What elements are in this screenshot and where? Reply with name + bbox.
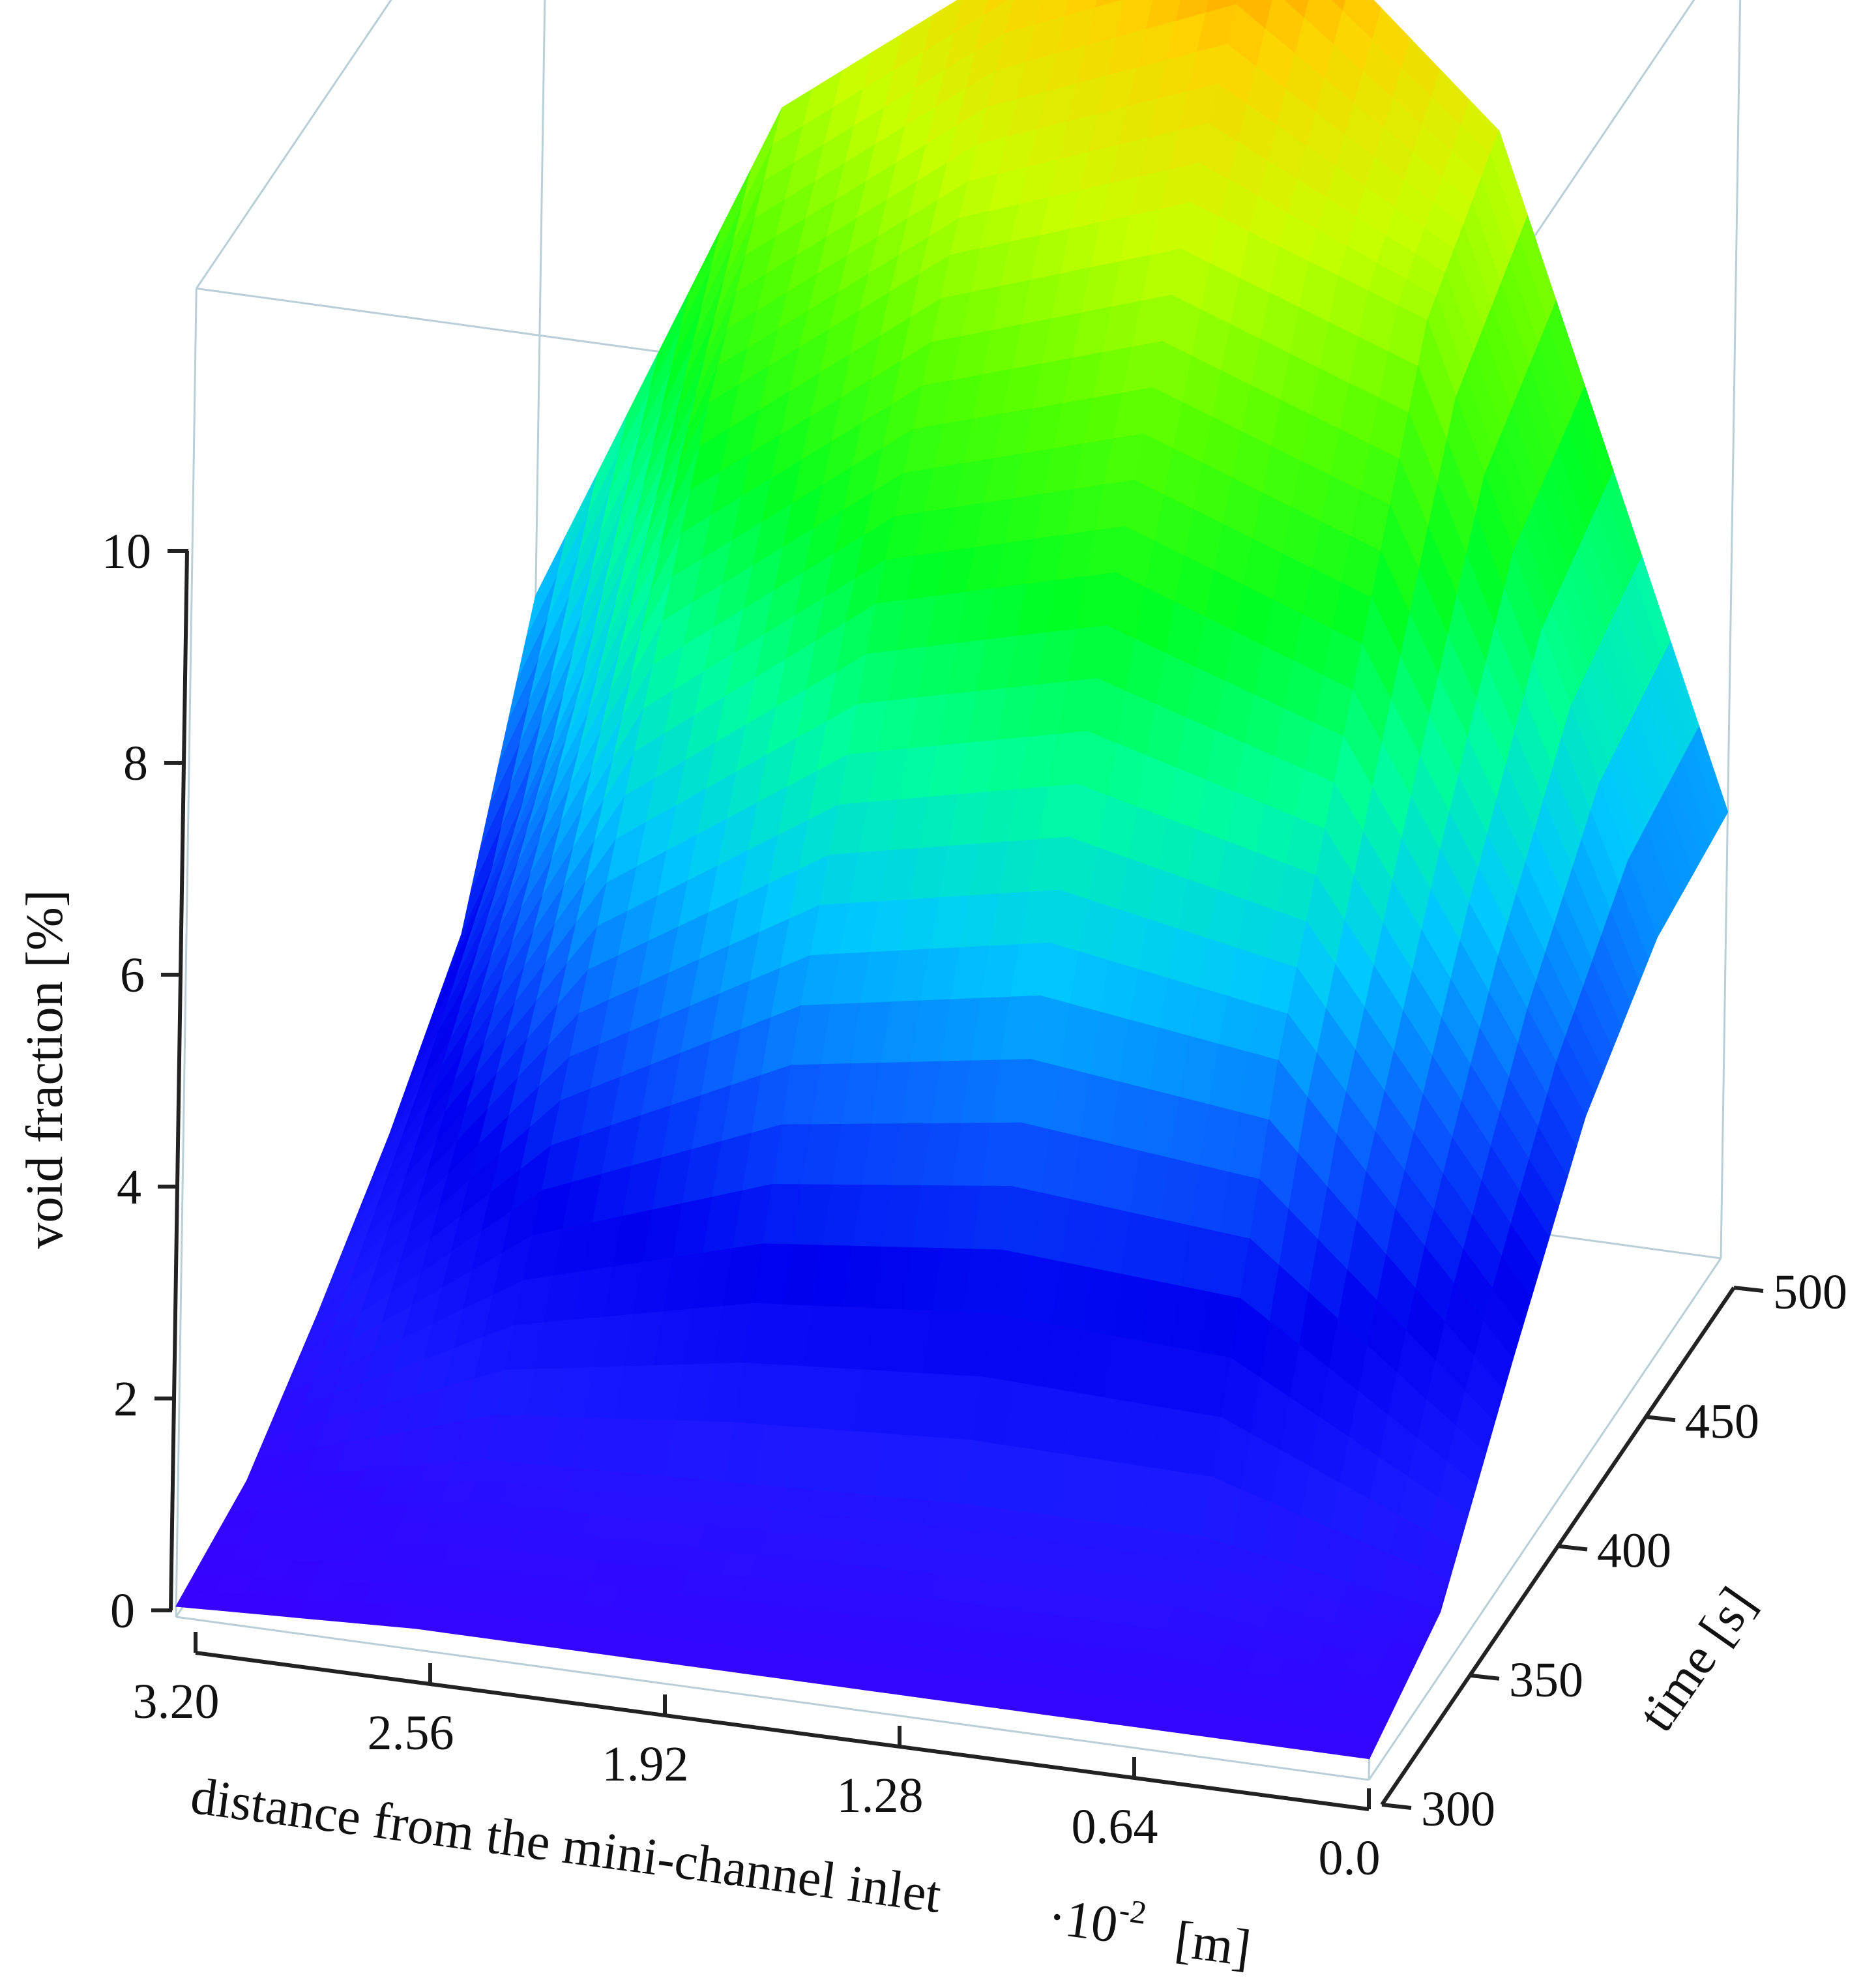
y-tick-label: 500 [1773,1265,1847,1320]
box-edge [175,288,198,1618]
z-tick-label: 2 [113,1372,138,1427]
y-tick-mark [1645,1415,1676,1423]
box-edge [1368,1258,1722,1781]
x-tick-label: 0.0 [1319,1831,1381,1886]
x-tick-label: 1.28 [837,1768,924,1823]
x-tick-label: 2.56 [368,1706,454,1760]
y-tick-mark [1381,1803,1412,1810]
y-tick-label: 300 [1421,1782,1495,1837]
surface-plot [175,0,1729,1760]
x-tick-label: 3.20 [133,1674,220,1729]
z-axis-title: void fraction [%] [16,890,74,1249]
y-tick-mark [1557,1544,1588,1552]
box-edge [196,0,392,289]
x-axis-title: distance from the mini-channel inlet [188,1768,945,1925]
box-edge [1720,0,1742,1259]
x-tick-label: 0.64 [1072,1799,1158,1854]
x-axis-unit-exponent: -2 [1117,1891,1149,1931]
z-tick-label: 4 [117,1160,141,1215]
x-axis-unit-base: ·10 [1045,1888,1121,1954]
x-ticks: 3.20 2.56 1.92 1.28 0.64 0.0 [133,1632,1381,1886]
z-axis-line [169,550,189,1611]
y-tick-label: 400 [1597,1524,1671,1578]
z-tick-label: 6 [120,948,145,1003]
x-axis-unit: ·10-2 [1045,1882,1149,1958]
y-axis-title: time [s] [1628,1577,1767,1741]
x-tick-label: 1.92 [602,1737,689,1792]
z-tick-label: 8 [123,736,148,791]
z-tick-label: 10 [102,524,151,579]
surface-patch [1338,1735,1379,1760]
x-axis-line [195,1651,1370,1811]
y-tick-mark [1469,1673,1500,1681]
y-tick-label: 350 [1509,1653,1583,1708]
box-edge [175,1616,1370,1781]
z-ticks: 0 2 4 6 8 10 [102,524,188,1638]
y-tick-mark [1733,1286,1764,1293]
x-axis-unit-bracket: [m] [1172,1911,1254,1978]
axes: 0 2 4 6 8 10 3.20 2.56 1.92 1.28 0.64 0.0 300 350 40… [102,524,1847,1886]
y-tick-label: 450 [1685,1394,1759,1449]
y-ticks: 300 350 400 450 500 [1381,1265,1847,1837]
z-tick-label: 0 [110,1584,135,1638]
